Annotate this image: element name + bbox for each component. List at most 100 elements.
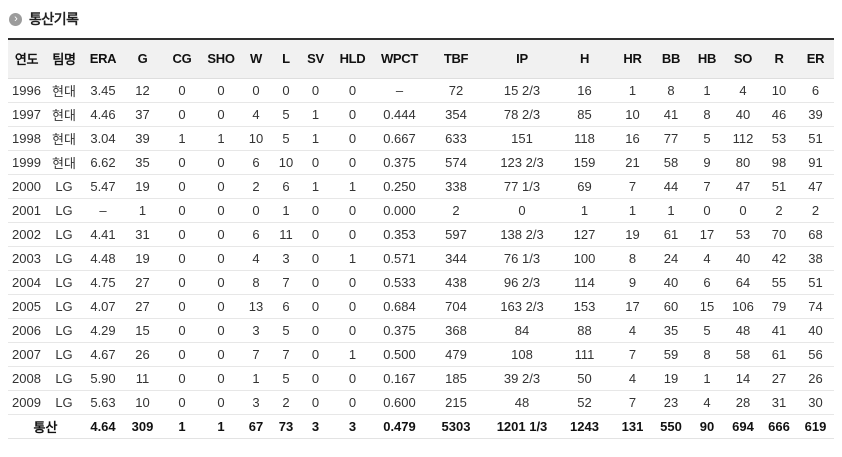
cell-hr: 17 — [612, 294, 653, 319]
column-header-sv: SV — [300, 39, 331, 79]
column-header-ip: IP — [487, 39, 557, 79]
cell-ip: 123 2/3 — [487, 150, 557, 175]
total-cell-sv: 3 — [311, 418, 320, 434]
total-cell-hld: 3 — [348, 418, 357, 434]
cell-hld: 0 — [331, 78, 374, 103]
table-row: 2007 LG 4.67 26 0 0 7 7 0 1 0.500 479 108 111 7 59 8 58 61… — [8, 342, 834, 367]
cell-wpct: 0.375 — [374, 318, 425, 343]
cell-w: 6 — [240, 222, 272, 247]
cell-era: – — [83, 198, 123, 223]
table-row: 1997 현대 4.46 37 0 0 4 5 1 0 0.444 354 78 2/3 85 10 41 8 4… — [8, 102, 834, 127]
cell-sho: 0 — [202, 270, 240, 295]
total-cell-hr: 131 — [621, 418, 644, 434]
cell-bb: 19 — [653, 366, 689, 391]
cell-h: 1 — [557, 198, 612, 223]
cell-sv: 0 — [300, 198, 331, 223]
cell-team: 현대 — [45, 102, 83, 127]
cell-hr: 7 — [612, 342, 653, 367]
page: › 통산기록 연도 팀명 ERA G CG SHO W L SV HLD WPCT TBF IP H HR B… — [8, 11, 834, 439]
total-cell-wpct: 0.479 — [383, 418, 416, 434]
table-row: 2006 LG 4.29 15 0 0 3 5 0 0 0.375 368 84 88 4 35 5 48 41 40 — [8, 318, 834, 343]
cell-wpct: 0.500 — [374, 342, 425, 367]
cell-er: 51 — [797, 126, 834, 151]
cell-cg: 0 — [162, 246, 202, 271]
cell-r: 10 — [761, 78, 797, 103]
cell-year: 1996 — [8, 78, 45, 103]
cell-l: 1 — [272, 198, 300, 223]
cell-h: 127 — [557, 222, 612, 247]
cell-g: 10 — [123, 390, 162, 415]
cell-wpct: 0.667 — [374, 126, 425, 151]
cell-r: 61 — [761, 342, 797, 367]
cell-sho: 0 — [202, 294, 240, 319]
cell-r: 2 — [761, 198, 797, 223]
cell-tbf: 704 — [425, 294, 487, 319]
cell-so: 40 — [725, 246, 761, 271]
cell-ip: 48 — [487, 390, 557, 415]
table-row: 1998 현대 3.04 39 1 1 10 5 1 0 0.667 633 151 118 16 77 5 11… — [8, 126, 834, 151]
cell-r: 41 — [761, 318, 797, 343]
column-header-hr: HR — [612, 39, 653, 79]
cell-hld: 0 — [331, 198, 374, 223]
cell-team: LG — [45, 222, 83, 247]
column-header-l: L — [272, 39, 300, 79]
cell-so: 40 — [725, 102, 761, 127]
cell-hb: 1 — [689, 78, 725, 103]
cell-g: 19 — [123, 174, 162, 199]
cell-hld: 0 — [331, 294, 374, 319]
cell-hr: 10 — [612, 102, 653, 127]
cell-ip: 77 1/3 — [487, 174, 557, 199]
cell-g: 27 — [123, 294, 162, 319]
cell-sv: 0 — [300, 342, 331, 367]
cell-year: 2004 — [8, 270, 45, 295]
column-header-cg: CG — [162, 39, 202, 79]
table-row: 2002 LG 4.41 31 0 0 6 11 0 0 0.353 597 138 2/3 127 19 6… — [8, 222, 834, 247]
cell-wpct: 0.684 — [374, 294, 425, 319]
cell-cg: 0 — [162, 270, 202, 295]
cell-tbf: 633 — [425, 126, 487, 151]
cell-sv: 0 — [300, 390, 331, 415]
cell-hr: 16 — [612, 126, 653, 151]
cell-l: 7 — [272, 342, 300, 367]
cell-hb: 7 — [689, 174, 725, 199]
cell-er: 74 — [797, 294, 834, 319]
column-header-g: G — [123, 39, 162, 79]
cell-sv: 0 — [300, 366, 331, 391]
cell-er: 51 — [797, 270, 834, 295]
cell-wpct: – — [374, 78, 425, 103]
cell-sho: 0 — [202, 174, 240, 199]
cell-g: 19 — [123, 246, 162, 271]
cell-wpct: 0.571 — [374, 246, 425, 271]
cell-tbf: 215 — [425, 390, 487, 415]
total-cell-era: 4.64 — [90, 418, 116, 434]
cell-sho: 1 — [202, 126, 240, 151]
cell-g: 15 — [123, 318, 162, 343]
cell-team: LG — [45, 174, 83, 199]
table-total-row: 통산 4.64 309 1 1 67 73 3 3 0.479 5303 1201 1/3 1243 13… — [8, 414, 834, 438]
cell-sv: 0 — [300, 246, 331, 271]
cell-bb: 59 — [653, 342, 689, 367]
cell-sho: 0 — [202, 102, 240, 127]
cell-cg: 0 — [162, 318, 202, 343]
cell-sho: 0 — [202, 246, 240, 271]
cell-bb: 60 — [653, 294, 689, 319]
cell-ip: 84 — [487, 318, 557, 343]
cell-tbf: 368 — [425, 318, 487, 343]
table-row: 1996 현대 3.45 12 0 0 0 0 0 0–72 15 2/3 16 1 8 1 4 10 6 — [8, 78, 834, 103]
cell-g: 37 — [123, 102, 162, 127]
cell-so: 0 — [725, 198, 761, 223]
cell-team: LG — [45, 342, 83, 367]
cell-wpct: 0.375 — [374, 150, 425, 175]
total-cell-r: 666 — [768, 418, 790, 434]
cell-sv: 0 — [300, 222, 331, 247]
cell-g: 35 — [123, 150, 162, 175]
cell-wpct: 0.167 — [374, 366, 425, 391]
cell-era: 6.62 — [83, 150, 123, 175]
cell-er: 56 — [797, 342, 834, 367]
cell-wpct: 0.250 — [374, 174, 425, 199]
cell-bb: 61 — [653, 222, 689, 247]
cell-hb: 6 — [689, 270, 725, 295]
cell-sv: 1 — [300, 174, 331, 199]
table-header-row: 연도 팀명 ERA G CG SHO W L SV HLD WPCT TBF IP H HR BB HB SO R E… — [8, 39, 834, 79]
cell-g: 27 — [123, 270, 162, 295]
